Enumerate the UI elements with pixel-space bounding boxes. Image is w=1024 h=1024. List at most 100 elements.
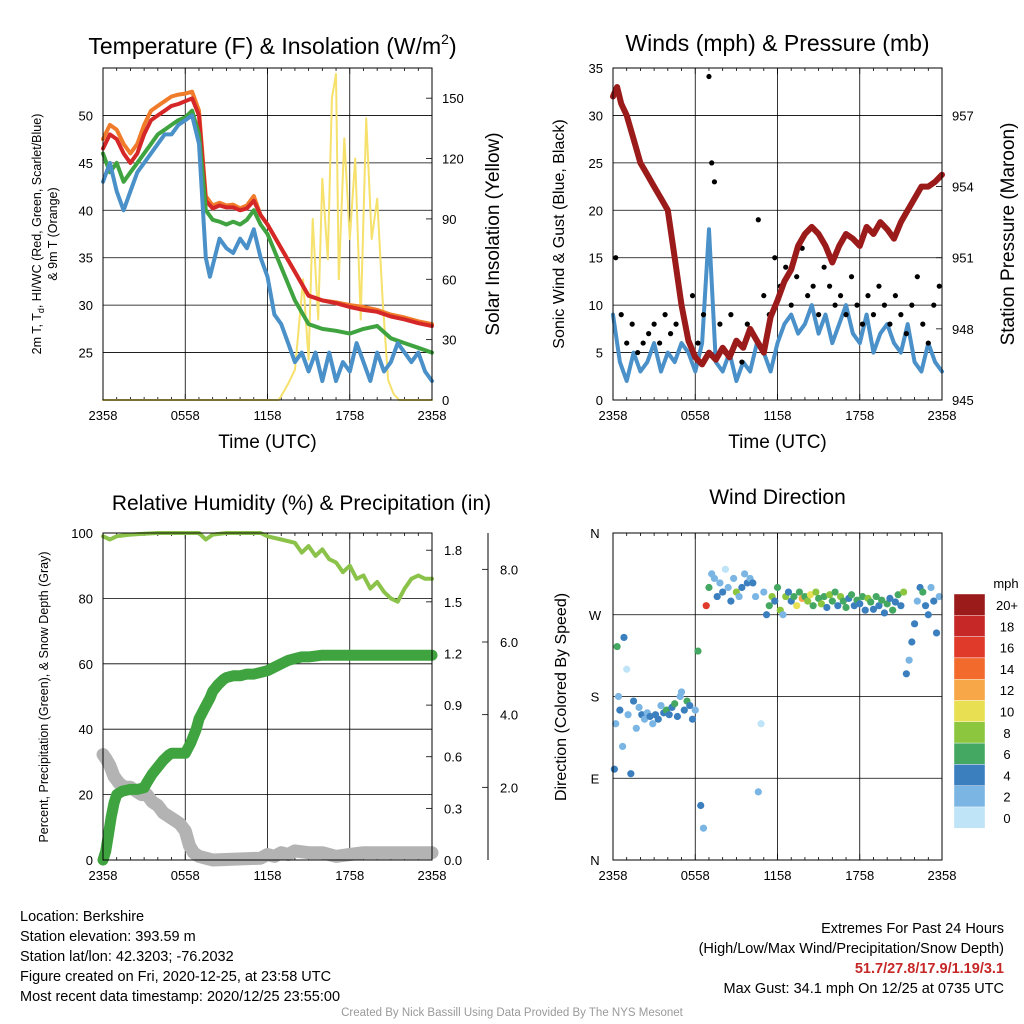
direction-point <box>673 712 682 721</box>
direction-point <box>913 597 921 605</box>
temp-x-tick-label: 0558 <box>171 408 200 423</box>
pressure-y-tick-label: 948 <box>952 322 974 337</box>
rh-frame <box>102 532 433 861</box>
solar-y-tick-label: 150 <box>442 91 464 106</box>
direction-point <box>880 609 889 617</box>
gust-point <box>783 264 789 270</box>
direction-point <box>680 706 688 714</box>
direction-point <box>738 583 746 592</box>
gust-point <box>925 340 931 346</box>
precip-y-tick-label: 0.3 <box>444 801 462 816</box>
rh-y-tick-label: 100 <box>71 526 93 541</box>
direction-point <box>908 638 916 646</box>
direction-point <box>721 565 730 573</box>
direction-point <box>815 594 823 603</box>
precip-y-tick-label: 1.5 <box>444 595 462 610</box>
gust-point <box>854 302 860 308</box>
direction-point <box>817 600 825 608</box>
station-latlon: Station lat/lon: 42.3203; -76.2032 <box>20 949 234 965</box>
gust-point <box>914 274 920 280</box>
direction-point <box>699 824 708 832</box>
direction-point <box>891 598 899 606</box>
legend-label: 16 <box>1000 641 1014 656</box>
solar-y-label: Solar Insolation (Yellow) <box>483 132 504 335</box>
direction-point <box>649 720 657 728</box>
direction-point <box>883 600 891 608</box>
gust-point <box>826 283 833 289</box>
direction-point <box>831 588 839 596</box>
direction-point <box>686 701 694 710</box>
gust-point <box>865 293 871 299</box>
wind-y-label: Sonic Wind & Gust (Blue, Black) <box>551 119 568 348</box>
direction-point <box>710 574 719 583</box>
solar-y-tick-label: 0 <box>442 393 449 408</box>
direction-point <box>924 611 932 619</box>
temp-x-label: Time (UTC) <box>218 432 317 453</box>
direction-point <box>612 720 620 728</box>
direction-point <box>875 602 883 610</box>
direction-point <box>735 592 743 601</box>
direction-point <box>727 597 735 605</box>
direction-point <box>719 588 727 596</box>
rh-x-tick-label: 1758 <box>335 868 364 883</box>
wind-x-tick-label: 0558 <box>681 408 710 423</box>
direction-point <box>847 591 856 599</box>
direction-point <box>793 602 801 610</box>
direction-point <box>629 697 638 705</box>
dir-chart-title: Wind Direction <box>709 486 846 509</box>
gust-point <box>887 321 893 327</box>
temp-y-label: 2m T, Td, HI/WC (Red, Green, Scarlet/Blu… <box>30 114 46 355</box>
direction-point <box>635 703 643 712</box>
direction-point <box>897 602 905 610</box>
credit-line: Created By Nick Bassill Using Data Provi… <box>341 1007 683 1019</box>
direction-point <box>823 603 831 612</box>
direction-point <box>828 597 836 605</box>
rh-x-tick-label: 2358 <box>89 868 118 883</box>
gust-point <box>832 302 838 308</box>
pressure-y-label: Station Pressure (Maroon) <box>998 123 1019 346</box>
direction-point <box>694 647 702 655</box>
wind-y-tick-label: 15 <box>589 251 603 266</box>
rh-y-tick-label: 20 <box>79 788 93 803</box>
temp-series-temp <box>101 96 434 328</box>
direction-point <box>834 602 842 610</box>
rh-chart-title: Relative Humidity (%) & Precipitation (i… <box>112 492 491 515</box>
direction-point <box>646 712 654 721</box>
rh-y-tick-label: 0 <box>86 853 93 868</box>
gust-point <box>728 312 734 318</box>
temp-frame <box>102 67 433 401</box>
dir-y-tick-label: W <box>589 608 602 623</box>
dir-x-tick-label: 0558 <box>681 868 710 883</box>
direction-point <box>713 592 721 601</box>
dir-y-tick-label: E <box>591 771 600 786</box>
gust-point <box>711 179 718 185</box>
extremes-values: 51.7/27.8/17.9/1.19/3.1 <box>854 961 1004 977</box>
gust-point <box>931 302 937 308</box>
wind-y-tick-label: 30 <box>589 108 603 123</box>
gust-point <box>810 283 816 289</box>
gust-point <box>903 331 909 337</box>
direction-point <box>910 620 919 628</box>
legend-label: 20+ <box>996 598 1018 613</box>
direction-point <box>842 603 850 612</box>
snow-y-tick-label: 4.0 <box>500 708 518 723</box>
gust-point <box>794 274 800 280</box>
gust-point <box>761 293 767 299</box>
station-location: Location: Berkshire <box>20 909 145 925</box>
wind-x-label: Time (UTC) <box>728 432 827 453</box>
direction-point <box>765 602 773 610</box>
direction-point <box>654 715 662 723</box>
legend-swatch <box>953 764 986 786</box>
temp-y-tick-label: 35 <box>79 251 93 266</box>
wind-x-tick-label: 1158 <box>764 408 792 423</box>
legend-swatch <box>953 636 986 659</box>
direction-point <box>754 788 762 796</box>
pressure-y-tick-label: 951 <box>952 251 974 266</box>
gust-point <box>695 340 701 346</box>
dir-y-tick-label: N <box>590 853 599 868</box>
direction-point <box>688 715 697 723</box>
extremes-title: Extremes For Past 24 Hours <box>821 921 1004 937</box>
rh-x-tick-label: 1158 <box>254 868 282 883</box>
wind-x-tick-label: 2358 <box>928 408 957 423</box>
